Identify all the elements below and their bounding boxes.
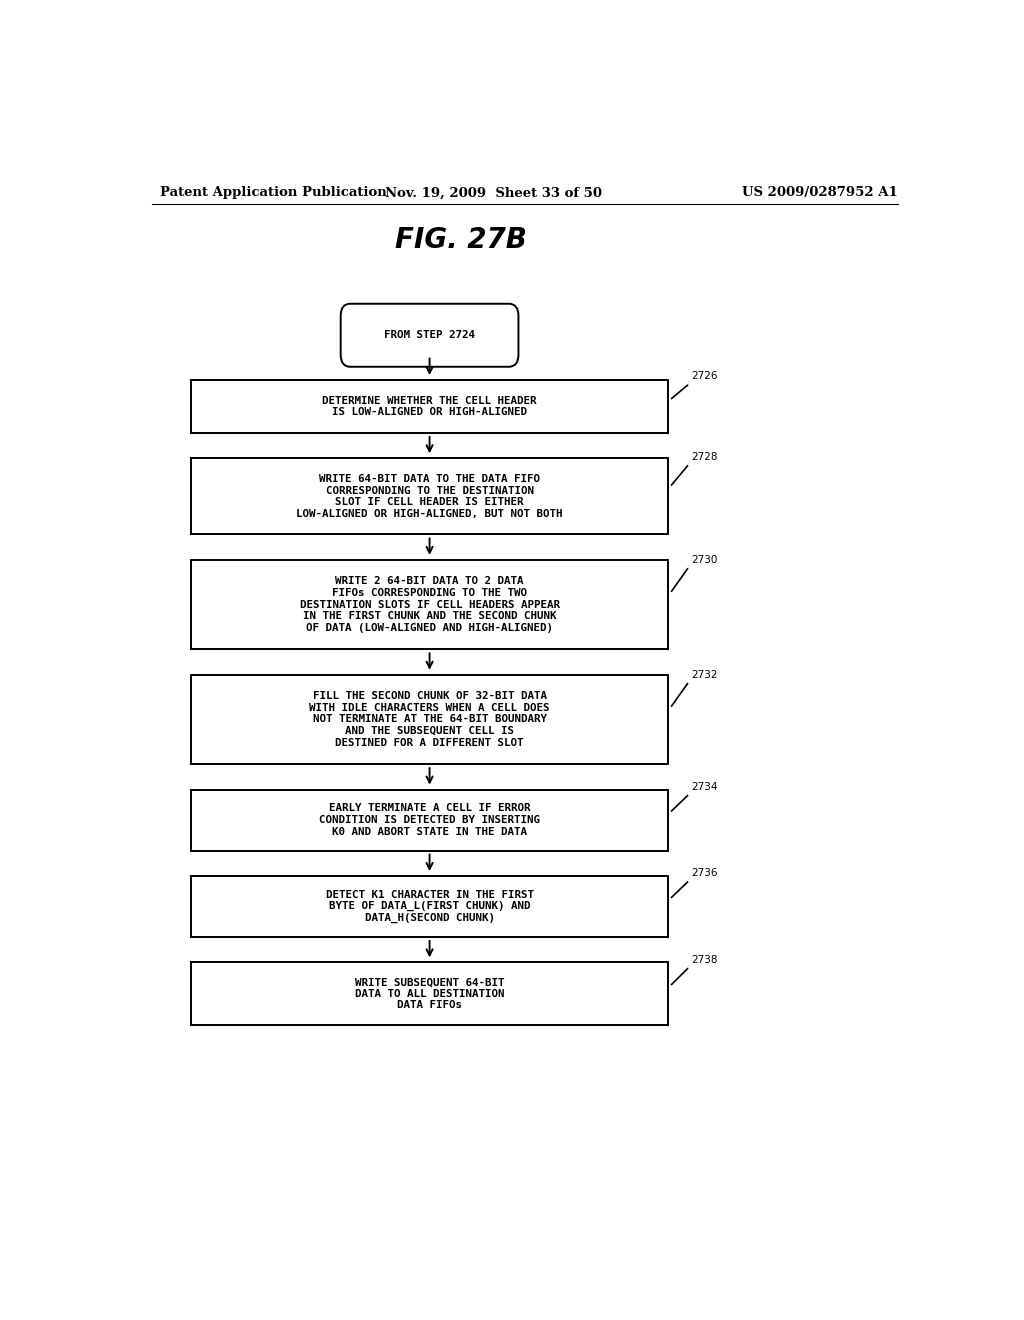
FancyBboxPatch shape <box>191 458 668 535</box>
Text: FILL THE SECOND CHUNK OF 32-BIT DATA
WITH IDLE CHARACTERS WHEN A CELL DOES
NOT T: FILL THE SECOND CHUNK OF 32-BIT DATA WIT… <box>309 692 550 747</box>
Text: EARLY TERMINATE A CELL IF ERROR
CONDITION IS DETECTED BY INSERTING
K0 AND ABORT : EARLY TERMINATE A CELL IF ERROR CONDITIO… <box>319 804 540 837</box>
Text: 2730: 2730 <box>691 554 718 565</box>
FancyBboxPatch shape <box>191 675 668 764</box>
Text: 2736: 2736 <box>691 869 718 878</box>
Text: FIG. 27B: FIG. 27B <box>395 226 527 253</box>
Text: 2734: 2734 <box>691 781 718 792</box>
Text: 2726: 2726 <box>691 371 718 381</box>
Text: WRITE 64-BIT DATA TO THE DATA FIFO
CORRESPONDING TO THE DESTINATION
SLOT IF CELL: WRITE 64-BIT DATA TO THE DATA FIFO CORRE… <box>296 474 563 519</box>
FancyBboxPatch shape <box>191 789 668 850</box>
Text: Nov. 19, 2009  Sheet 33 of 50: Nov. 19, 2009 Sheet 33 of 50 <box>385 186 601 199</box>
Text: WRITE SUBSEQUENT 64-BIT
DATA TO ALL DESTINATION
DATA FIFOs: WRITE SUBSEQUENT 64-BIT DATA TO ALL DEST… <box>355 977 504 1011</box>
Text: WRITE 2 64-BIT DATA TO 2 DATA
FIFOs CORRESPONDING TO THE TWO
DESTINATION SLOTS I: WRITE 2 64-BIT DATA TO 2 DATA FIFOs CORR… <box>300 577 559 632</box>
Text: DETECT K1 CHARACTER IN THE FIRST
BYTE OF DATA_L(FIRST CHUNK) AND
DATA_H(SECOND C: DETECT K1 CHARACTER IN THE FIRST BYTE OF… <box>326 890 534 923</box>
Text: DETERMINE WHETHER THE CELL HEADER
IS LOW-ALIGNED OR HIGH-ALIGNED: DETERMINE WHETHER THE CELL HEADER IS LOW… <box>323 396 537 417</box>
Text: 2728: 2728 <box>691 451 718 462</box>
FancyBboxPatch shape <box>191 380 668 433</box>
FancyBboxPatch shape <box>191 876 668 937</box>
Text: US 2009/0287952 A1: US 2009/0287952 A1 <box>742 186 898 199</box>
FancyBboxPatch shape <box>191 962 668 1026</box>
Text: FROM STEP 2724: FROM STEP 2724 <box>384 330 475 341</box>
Text: 2738: 2738 <box>691 954 718 965</box>
Text: 2732: 2732 <box>691 669 718 680</box>
Text: Patent Application Publication: Patent Application Publication <box>160 186 386 199</box>
FancyBboxPatch shape <box>191 560 668 649</box>
FancyBboxPatch shape <box>341 304 518 367</box>
